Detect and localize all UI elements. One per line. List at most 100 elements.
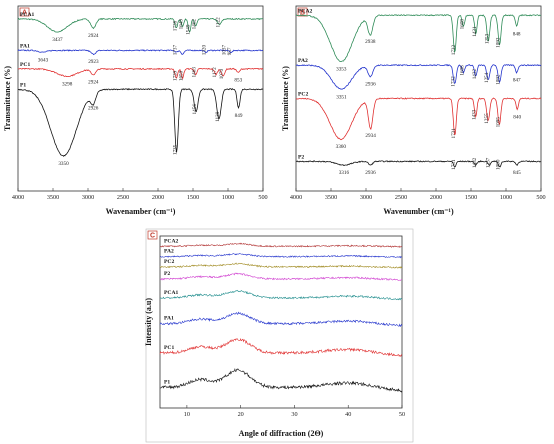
x-tick-label: 1000 <box>500 194 512 201</box>
xrd-series-label-pca1: PCA1 <box>164 290 178 296</box>
x-tick-label: 1500 <box>465 194 477 201</box>
x-tick-label: 3000 <box>82 194 94 201</box>
peak-label: 3350 <box>58 161 69 167</box>
x-tick-label: 4000 <box>12 194 24 201</box>
x-tick-label: 3500 <box>325 194 337 201</box>
xrd-series-label-pa2: PA2 <box>164 249 174 255</box>
peak-label: 1092 <box>496 74 502 85</box>
peak-label: 1462 <box>192 19 198 30</box>
peak-label: 1130 <box>215 111 221 122</box>
x-tick-label: 500 <box>536 194 545 201</box>
peak-label: 1431 <box>472 26 478 37</box>
xrd-series-label-pc2: PC2 <box>164 259 174 265</box>
peak-label: 1649 <box>179 19 185 30</box>
peak-label: 849 <box>235 113 243 119</box>
series-label-p2: P2 <box>298 154 304 160</box>
x-tick-label: 2000 <box>430 194 442 201</box>
peak-label: 3351 <box>336 94 347 100</box>
series-line-pca1 <box>17 17 264 33</box>
panel-a-xlabel: Wavenamber (cm⁻¹) <box>106 207 176 216</box>
xrd-series-pa1 <box>159 311 403 328</box>
peak-label: 3353 <box>336 67 347 73</box>
panel-b-badge <box>297 7 308 17</box>
peak-label: 1255 <box>484 113 490 124</box>
series-line-pca2 <box>295 14 542 63</box>
peak-label: 1737 <box>172 44 178 55</box>
peak-label: 2923 <box>88 59 99 65</box>
peak-label: 2926 <box>88 105 99 111</box>
panel-c-badge <box>147 230 158 240</box>
panel-a-badge <box>19 7 30 17</box>
peak-label: 2924 <box>88 33 99 39</box>
xrd-series-label-p1: P1 <box>164 379 170 385</box>
peak-label: 1739 <box>172 70 178 81</box>
peak-label: 1320 <box>202 44 208 55</box>
x-tick-label: 2500 <box>117 194 129 201</box>
peak-label: 1092 <box>496 37 502 48</box>
series-label-p1: P1 <box>20 82 26 88</box>
x-tick-label: 30 <box>291 411 297 418</box>
series-label-pa2: PA2 <box>298 58 308 64</box>
series-label-pa1: PA1 <box>20 43 30 49</box>
x-tick-label: 1500 <box>187 194 199 201</box>
peak-label: 847 <box>513 78 521 84</box>
xrd-series-pca2 <box>159 242 403 248</box>
x-tick-label: 3500 <box>47 194 59 201</box>
series-line-pa1 <box>17 49 264 56</box>
peak-label: 1237 <box>485 157 491 168</box>
peak-label: 1738 <box>172 20 178 31</box>
panel-a-frame <box>17 5 264 192</box>
series-line-pc2 <box>295 97 542 141</box>
series-line-pa2 <box>295 64 542 90</box>
peak-label: 848 <box>513 31 521 37</box>
panel-b-ylabel: Transmittance (%) <box>281 66 290 131</box>
xrd-series-pca1 <box>159 289 403 301</box>
peak-label: 1731 <box>451 128 457 139</box>
peak-label: 1070 <box>219 69 225 80</box>
series-label-pc1: PC1 <box>20 62 30 68</box>
xrd-series-pa2 <box>159 253 403 259</box>
series-label-pca2: PCA2 <box>298 8 312 14</box>
peak-label: 1254 <box>484 72 490 83</box>
peak-label: 1731 <box>451 159 457 170</box>
panel-a-ylabel: Transmittance (%) <box>3 66 12 131</box>
panel-c-label: C <box>150 233 155 240</box>
xrd-series-pc2 <box>159 262 403 269</box>
peak-label: 1122 <box>215 17 221 28</box>
panel-c-ylabel: Intensity (a.u) <box>144 298 153 346</box>
x-tick-label: 1000 <box>222 194 234 201</box>
panel-a-label: A <box>22 10 27 17</box>
peak-label: 2924 <box>88 79 99 85</box>
xrd-series-pc1 <box>159 337 403 358</box>
x-tick-label: 2500 <box>395 194 407 201</box>
panel-b-label: B <box>300 10 305 17</box>
peak-label: 1172 <box>212 67 218 78</box>
peak-label: 1463 <box>192 67 198 78</box>
ftir-panel-a: A 4000 3500 3000 2500 2000 1500 1000 500 PCA1 343… <box>3 5 268 216</box>
peak-label: 2934 <box>365 133 376 139</box>
peak-label: 1650 <box>179 70 185 81</box>
peak-label: 2936 <box>365 81 376 87</box>
xrd-series-label-pc1: PC1 <box>164 345 174 351</box>
xrd-series-label-pa1: PA1 <box>164 316 174 322</box>
series-line-p1 <box>17 88 264 157</box>
peak-label: 1432 <box>472 157 478 168</box>
peak-label: 957 <box>227 47 233 55</box>
peak-label: 2938 <box>365 39 376 45</box>
ftir-panel-b: B 4000 3500 3000 2500 2000 1500 1000 500 PCA2 335… <box>281 5 546 216</box>
series-label-pc2: PC2 <box>298 92 308 98</box>
x-tick-label: 10 <box>184 411 190 418</box>
peak-label: 1432 <box>472 69 478 80</box>
panel-b-xlabel: Wavenumber (cm⁻¹) <box>383 207 454 216</box>
x-tick-label: 500 <box>258 194 267 201</box>
peak-label: 1456 <box>192 104 198 115</box>
xrd-panel-c: C PCA2 PA2 PC2 P2 PCA1 PA1 PC1 P1 10 20 30 40 50 Ang… <box>144 228 414 443</box>
x-tick-label: 20 <box>238 411 244 418</box>
peak-label: 1608 <box>459 65 465 76</box>
panel-c-xlabel: Angle of diffraction (2Θ) <box>239 429 324 438</box>
peak-label: 840 <box>513 115 521 121</box>
peak-label: 3316 <box>339 170 350 176</box>
peak-label: 3360 <box>336 144 347 150</box>
xrd-series-label-pca2: PCA2 <box>164 238 178 244</box>
